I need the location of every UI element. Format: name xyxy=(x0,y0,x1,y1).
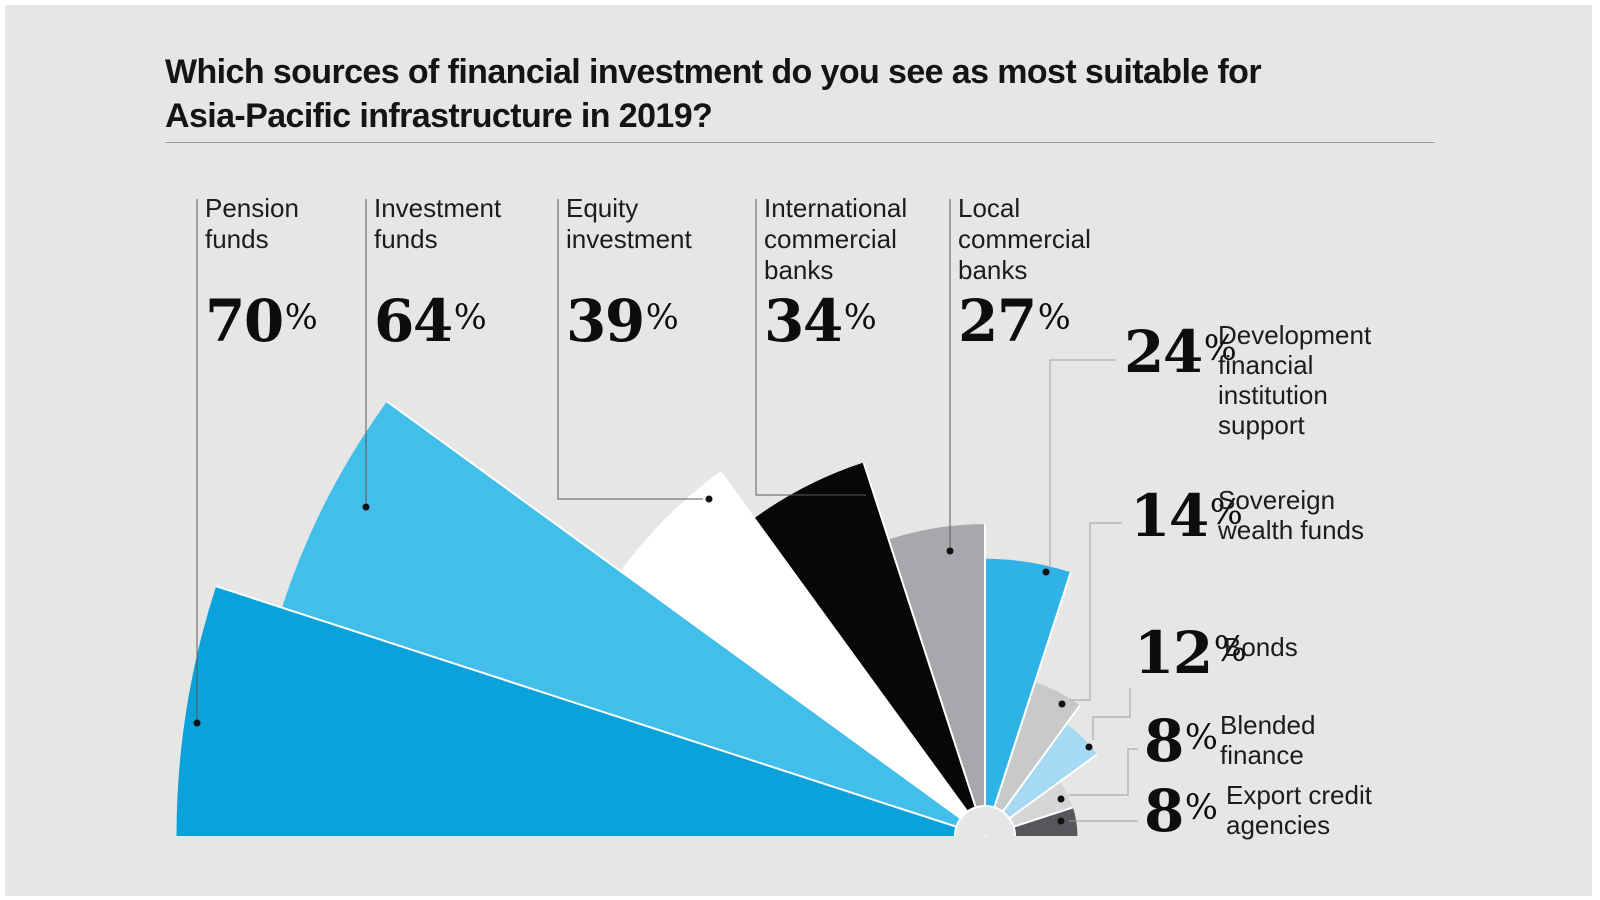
wedge-label-development-financial-institution-support: Development financial institution suppor… xyxy=(1218,320,1372,440)
leader-dot-investment-funds xyxy=(362,503,370,511)
chart-title-line-1: Which sources of financial investment do… xyxy=(165,53,1262,91)
wedge-pension-funds xyxy=(176,586,985,836)
title-divider xyxy=(165,142,1435,143)
wedge-label-investment-funds: Investment funds xyxy=(374,193,502,254)
percent-sign: % xyxy=(843,297,877,338)
leader-dot-blended-finance xyxy=(1057,795,1065,803)
percent-sign: % xyxy=(1209,492,1243,533)
percent-sign: % xyxy=(645,297,679,338)
wedge-value-pension-funds: 70% xyxy=(205,287,318,355)
wedge-separator xyxy=(862,462,986,837)
wedge-label-international-commercial-banks: International commercial banks xyxy=(764,193,908,285)
leader-line-international-commercial-banks xyxy=(755,199,866,496)
wedge-value-equity-investment: 39% xyxy=(566,287,679,355)
percent-sign: % xyxy=(284,297,318,338)
leader-dot-local-commercial-banks xyxy=(946,547,954,555)
chart-title: Which sources of financial investment do… xyxy=(165,50,1445,138)
wedge-sovereign-wealth-funds xyxy=(985,682,1080,836)
wedge-label-local-commercial-banks: Local commercial banks xyxy=(958,193,1091,285)
leader-dot-sovereign-wealth-funds xyxy=(1058,700,1066,708)
leader-dot-equity-investment xyxy=(705,495,713,503)
percent-sign: % xyxy=(1203,328,1237,369)
wedge-value-sovereign-wealth-funds: 14% xyxy=(1130,482,1243,550)
leader-dot-development-financial-institution-support xyxy=(1042,568,1050,576)
wedge-label-pension-funds: Pension funds xyxy=(205,193,299,254)
wedge-bonds xyxy=(985,723,1098,836)
wedge-label-export-credit-agencies: Export credit agencies xyxy=(1226,780,1372,840)
leader-line-blended-finance xyxy=(1069,748,1138,796)
wedge-separator xyxy=(719,471,986,837)
wedge-value-export-credit-agencies: 8% xyxy=(1144,777,1218,845)
leader-line-development-financial-institution-support xyxy=(1049,359,1116,566)
leader-dot-export-credit-agencies xyxy=(1057,817,1065,825)
chart-title-line-2: Asia-Pacific infrastructure in 2019? xyxy=(165,97,713,135)
percent-sign: % xyxy=(1184,787,1218,828)
wedge-value-development-financial-institution-support: 24% xyxy=(1124,318,1237,386)
wedge-label-equity-investment: Equity investment xyxy=(566,193,692,254)
percent-sign: % xyxy=(1213,629,1247,670)
fan-center-cutout-rim xyxy=(954,805,1016,837)
wedge-equity-investment xyxy=(620,471,985,836)
wedge-separator xyxy=(386,400,986,837)
leader-line-sovereign-wealth-funds xyxy=(1070,522,1122,701)
percent-sign: % xyxy=(1184,717,1218,758)
wedge-separator xyxy=(215,585,986,837)
percent-sign: % xyxy=(1037,297,1071,338)
wedge-label-blended-finance: Blended finance xyxy=(1220,710,1316,770)
wedge-label-sovereign-wealth-funds: Sovereign wealth funds xyxy=(1218,485,1364,545)
wedge-value-international-commercial-banks: 34% xyxy=(764,287,877,355)
wedge-investment-funds xyxy=(282,401,985,836)
leader-line-equity-investment xyxy=(557,199,703,500)
leader-line-bonds xyxy=(1092,688,1131,740)
leader-dot-pension-funds xyxy=(193,719,201,727)
wedge-separator xyxy=(984,572,1072,837)
wedge-value-bonds: 12% xyxy=(1134,619,1247,687)
fan-center-cutout xyxy=(955,806,1015,836)
wedge-label-bonds: Bonds xyxy=(1224,632,1298,662)
wedge-international-commercial-banks xyxy=(754,462,985,836)
wedge-value-blended-finance: 8% xyxy=(1144,707,1218,775)
wedge-local-commercial-banks xyxy=(888,524,985,836)
wedge-value-investment-funds: 64% xyxy=(374,287,487,355)
wedge-value-local-commercial-banks: 27% xyxy=(958,287,1071,355)
percent-sign: % xyxy=(453,297,487,338)
leader-dot-bonds xyxy=(1085,743,1093,751)
wedge-development-financial-institution-support xyxy=(985,558,1071,836)
